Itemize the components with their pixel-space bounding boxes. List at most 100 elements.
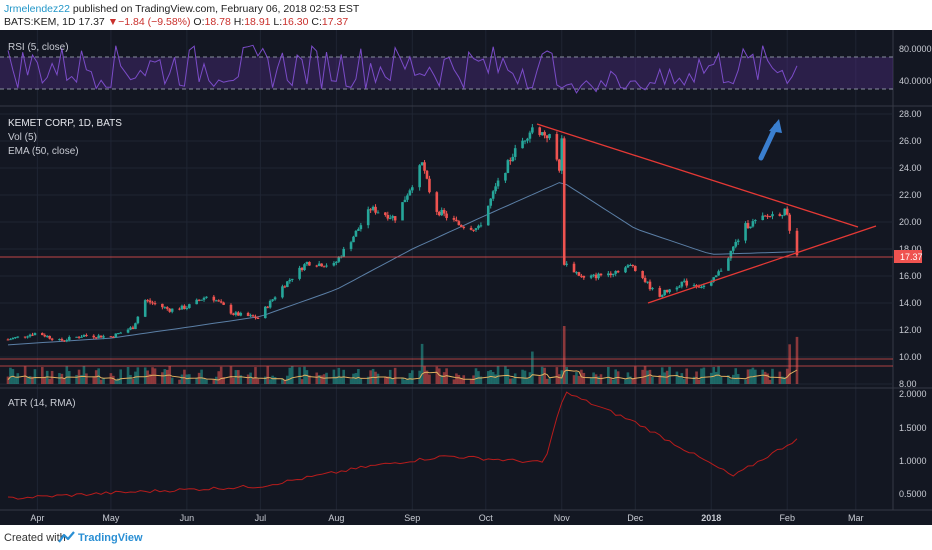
volume-bar: [45, 370, 49, 384]
volume-bar: [744, 379, 747, 384]
volume-bar: [114, 379, 118, 384]
volume-bar: [337, 367, 341, 384]
candle-body: [763, 215, 767, 217]
candle-body: [607, 273, 610, 276]
volume-bar: [33, 369, 37, 384]
candle-body: [712, 277, 715, 282]
candle-body: [558, 159, 561, 171]
candle-body: [709, 281, 713, 286]
candle-body: [322, 266, 326, 268]
chart-canvas[interactable]: RSI (5, close) 80.0000 40.0000 KEMET COR…: [0, 30, 932, 525]
volume-bar: [562, 326, 566, 384]
candle-body: [626, 265, 630, 268]
candle-body: [148, 300, 152, 303]
volume-bar: [597, 376, 600, 384]
tradingview-brand[interactable]: TradingView: [78, 532, 143, 544]
volume-bar: [611, 379, 615, 384]
volume-bar: [82, 366, 86, 384]
candlesticks: [6, 124, 799, 343]
candle-body: [695, 285, 698, 287]
volume-bar: [651, 376, 654, 384]
time-axis[interactable]: Apr May Jun Jul Aug Sep Oct Nov Dec 2018 Feb Mar: [30, 513, 863, 523]
volume-bar: [648, 369, 652, 384]
volume-bar: [60, 373, 64, 384]
volume-bar: [48, 378, 51, 384]
price-tick: 20.00: [899, 217, 922, 227]
candle-body: [23, 336, 27, 338]
volume-bar: [200, 369, 203, 384]
close-value: 17.37: [321, 16, 349, 28]
horizontal-grid: [0, 113, 893, 385]
atr-label: ATR (14, RMA): [8, 398, 76, 409]
candle-body: [685, 280, 689, 286]
volume-bar: [180, 374, 184, 384]
volume-bar: [217, 371, 221, 384]
price-tick: 18.00: [899, 244, 922, 254]
volume-bar: [565, 366, 568, 384]
published-text: published on TradingView.com, February 0…: [69, 3, 360, 15]
rsi-tick-80: 80.0000: [899, 44, 932, 54]
candle-body: [50, 338, 54, 340]
volume-bar: [411, 370, 414, 384]
volume-bar: [263, 376, 267, 384]
candle-body: [548, 134, 551, 139]
candle-body: [675, 287, 679, 290]
volume-bar: [555, 367, 559, 384]
candle-body: [26, 336, 29, 338]
candle-body: [719, 270, 723, 272]
close-label: C:: [311, 16, 322, 28]
volume-bar: [256, 378, 260, 384]
candle-body: [543, 132, 546, 136]
candle-body: [102, 336, 105, 338]
volume-bar: [509, 378, 512, 384]
candle-body: [80, 336, 83, 338]
volume-bar: [729, 379, 733, 384]
candle-body: [298, 267, 301, 279]
volume-bar: [202, 378, 206, 384]
chart-area[interactable]: RSI (5, close) 80.0000 40.0000 KEMET COR…: [0, 30, 932, 525]
volume-bar: [246, 374, 250, 384]
candle-body: [369, 209, 372, 211]
candle-body: [631, 265, 635, 267]
candle-body: [506, 160, 510, 173]
volume-bar: [393, 367, 397, 384]
candle-body: [359, 225, 363, 230]
candle-body: [168, 308, 172, 312]
volume-bar: [153, 368, 157, 384]
volume-bar: [305, 370, 309, 384]
volume-bar: [771, 368, 774, 384]
candle-body: [560, 138, 564, 171]
candle-body: [754, 220, 757, 222]
volume-bar: [322, 374, 326, 384]
candle-body: [188, 304, 191, 308]
trendline-resistance[interactable]: [536, 123, 859, 228]
candle-body: [555, 134, 559, 160]
trendline-support[interactable]: [647, 225, 877, 304]
candle-body: [281, 286, 284, 298]
candle-body: [388, 217, 392, 219]
candle-body: [290, 278, 294, 280]
price-tick: 8.00: [899, 379, 917, 389]
candle-body: [205, 296, 208, 298]
volume-bar: [384, 376, 387, 384]
candle-body: [680, 281, 684, 287]
candle-body: [217, 300, 221, 302]
candle-body: [391, 216, 394, 218]
volume-bar: [102, 377, 105, 384]
volume-bar: [658, 375, 662, 384]
price-scale[interactable]: 28.00 26.00 24.00 22.00 20.00 18.00 16.00 14.00…: [899, 109, 922, 389]
candle-body: [33, 333, 37, 336]
volume-bar: [531, 351, 534, 384]
candle-body: [185, 307, 189, 309]
candle-body: [99, 335, 103, 338]
volume-bar: [249, 372, 252, 384]
candle-body: [219, 301, 223, 303]
volume-bar: [692, 376, 696, 384]
volume-bar: [283, 379, 287, 384]
candle-body: [371, 206, 375, 210]
candle-body: [60, 339, 64, 341]
volume-bar: [178, 379, 181, 384]
candle-body: [303, 264, 306, 271]
author-link[interactable]: Jrmelendez22: [4, 3, 70, 15]
candle-body: [82, 335, 86, 337]
